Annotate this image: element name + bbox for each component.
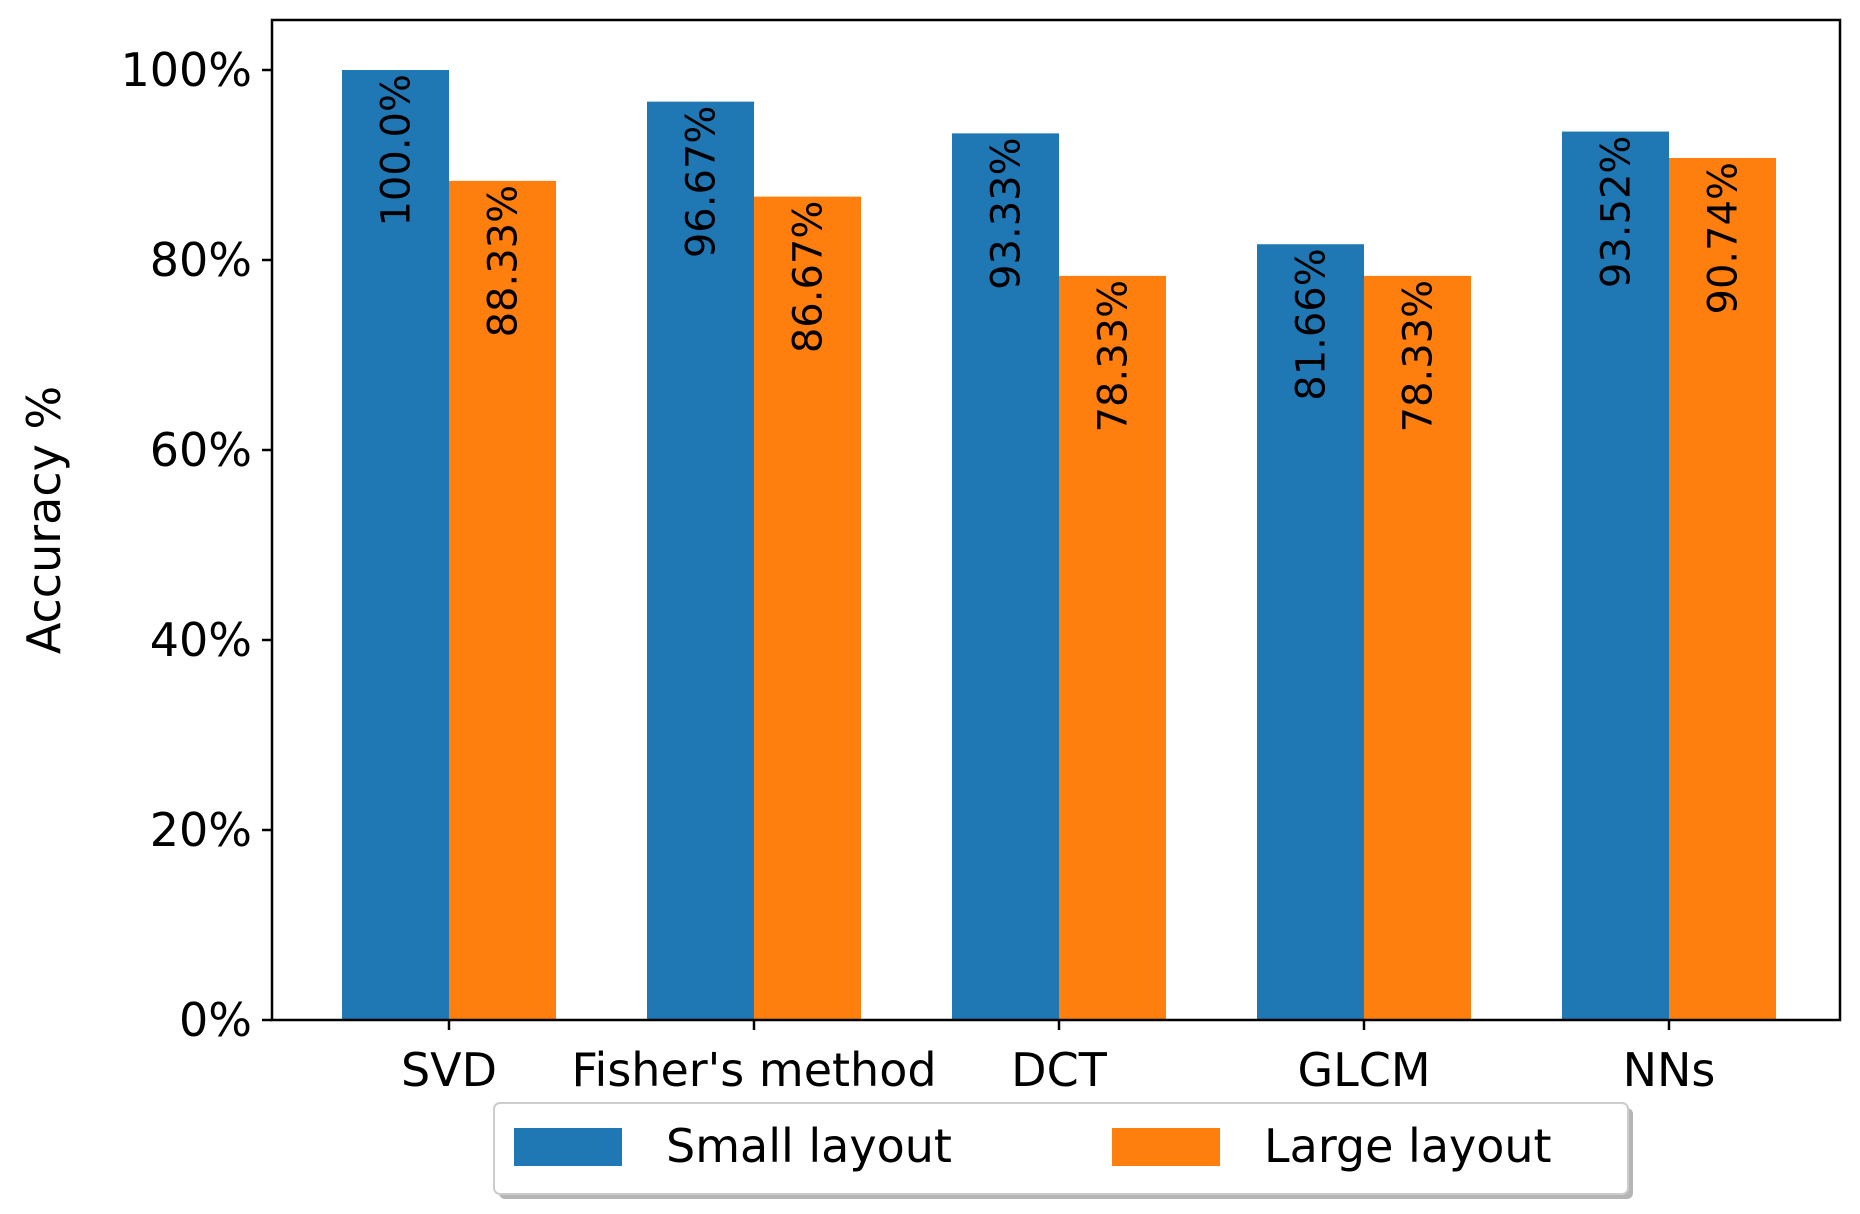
y-tick-label: 100% [120,43,252,97]
y-tick-label: 40% [150,613,252,667]
legend-swatch-small-layout [514,1128,622,1166]
bar-small-layout-glcm [1257,244,1364,1021]
bar-large-layout-glcm [1364,275,1471,1020]
y-axis-ticks: 0% 20% 40% 60% 80% 100% [120,43,272,1047]
bar-large-layout-fisher-s-method [754,196,861,1020]
bar-small-layout-nns [1562,131,1669,1020]
y-tick-label: 60% [150,423,252,477]
bar-label-large-layout-glcm: 78.33% [1396,280,1442,433]
bar-label-small-layout-dct: 93.33% [984,137,1030,290]
y-tick-label: 0% [179,993,252,1047]
bar-label-small-layout-fisher-s-method: 96.67% [679,106,725,259]
legend-box [493,1102,1629,1195]
bar-label-large-layout-nns: 90.74% [1701,162,1747,315]
x-tick-label-svd: SVD [401,1043,497,1097]
bar-large-layout-svd [449,180,556,1021]
legend-swatch-large-layout [1112,1128,1220,1166]
x-axis-ticks: SVD Fisher's method DCT GLCM NNs [401,1020,1715,1097]
y-tick-label: 80% [150,233,252,287]
bar-label-large-layout-dct: 78.33% [1091,280,1137,433]
bar-label-small-layout-glcm: 81.66% [1289,248,1335,401]
x-tick-label-nns: NNs [1623,1043,1716,1097]
legend: Small layout Large layout [493,1102,1633,1199]
plot-frame [270,18,1842,1022]
bar-small-layout-dct [952,133,1059,1021]
legend-label-small-layout: Small layout [666,1119,952,1173]
y-tick-label: 20% [150,803,252,857]
bar-small-layout-svd [342,70,449,1020]
bars-group [342,70,1776,1021]
bar-label-large-layout-svd: 88.33% [481,185,527,338]
x-tick-label-dct: DCT [1011,1043,1108,1097]
y-axis-title: Accuracy % [17,386,71,654]
bar-label-small-layout-nns: 93.52% [1594,136,1640,289]
x-tick-label-fisher-s-method: Fisher's method [571,1043,936,1097]
x-tick-label-glcm: GLCM [1297,1043,1430,1097]
bar-label-small-layout-svd: 100.0% [374,74,420,227]
bar-large-layout-dct [1059,275,1166,1020]
bar-label-large-layout-fisher-s-method: 86.67% [786,201,832,354]
legend-label-large-layout: Large layout [1264,1119,1552,1173]
bar-large-layout-nns [1669,157,1776,1021]
bar-small-layout-fisher-s-method [647,101,754,1020]
bar-labels-group: 100.0% 88.33% 96.67% 86.67% 93.33% 78.33% 81.6… [374,74,1747,432]
